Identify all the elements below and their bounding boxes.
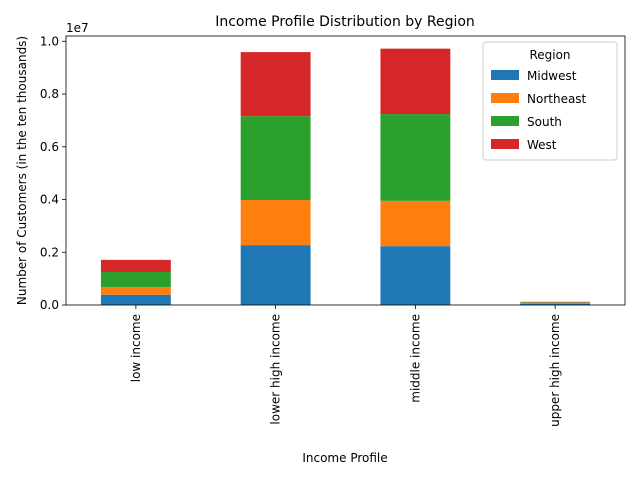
x-tick-label: upper high income bbox=[548, 314, 562, 427]
bar-midwest-upper-high-income bbox=[520, 303, 591, 305]
bar-west-middle-income bbox=[380, 48, 451, 115]
y-axis-title: Number of Customers (in the ten thousand… bbox=[15, 36, 29, 305]
legend-label-northeast: Northeast bbox=[527, 92, 587, 106]
legend-title: Region bbox=[529, 48, 570, 62]
legend-swatch-south bbox=[491, 116, 519, 126]
chart-title: Income Profile Distribution by Region bbox=[215, 14, 475, 30]
legend: Region Midwest Northeast South West bbox=[482, 41, 618, 161]
y-tick-label: 0.4 bbox=[40, 193, 59, 207]
bar-west-upper-high-income bbox=[520, 301, 591, 303]
bar-midwest-low-income bbox=[100, 294, 171, 305]
bar-south-upper-high-income bbox=[520, 302, 591, 303]
plot-area: 0.0 0.2 0.4 0.6 0.8 1.0 low income lower high i… bbox=[40, 34, 626, 427]
y-tick-label: 0.0 bbox=[40, 298, 59, 312]
bar-west-lower-high-income bbox=[240, 52, 311, 117]
bar-midwest-middle-income bbox=[380, 246, 451, 305]
bar-south-middle-income bbox=[380, 114, 451, 201]
y-tick-label: 0.8 bbox=[40, 87, 59, 101]
legend-label-south: South bbox=[527, 115, 562, 129]
bar-south-low-income bbox=[100, 272, 171, 288]
y-tick-label: 0.2 bbox=[40, 245, 59, 259]
y-axis-offset-label: 1e7 bbox=[66, 21, 89, 35]
bar-northeast-middle-income bbox=[380, 200, 451, 247]
bar-northeast-lower-high-income bbox=[240, 200, 311, 246]
x-tick-label: low income bbox=[129, 314, 143, 382]
axes-frame bbox=[65, 35, 626, 306]
legend-swatch-midwest bbox=[491, 70, 519, 80]
x-tick-label: middle income bbox=[408, 314, 422, 403]
x-tick-label: lower high income bbox=[269, 314, 283, 425]
bar-south-lower-high-income bbox=[240, 116, 311, 201]
legend-swatch-west bbox=[491, 139, 519, 149]
bar-northeast-upper-high-income bbox=[520, 302, 591, 304]
bar-west-low-income bbox=[100, 259, 171, 273]
x-axis-title: Income Profile bbox=[302, 451, 387, 465]
legend-label-west: West bbox=[527, 138, 557, 152]
y-tick-label: 1.0 bbox=[40, 34, 59, 48]
y-tick-label: 0.6 bbox=[40, 140, 59, 154]
legend-swatch-northeast bbox=[491, 93, 519, 103]
bar-midwest-lower-high-income bbox=[240, 245, 311, 305]
legend-label-midwest: Midwest bbox=[527, 69, 577, 83]
bar-northeast-low-income bbox=[100, 287, 171, 295]
